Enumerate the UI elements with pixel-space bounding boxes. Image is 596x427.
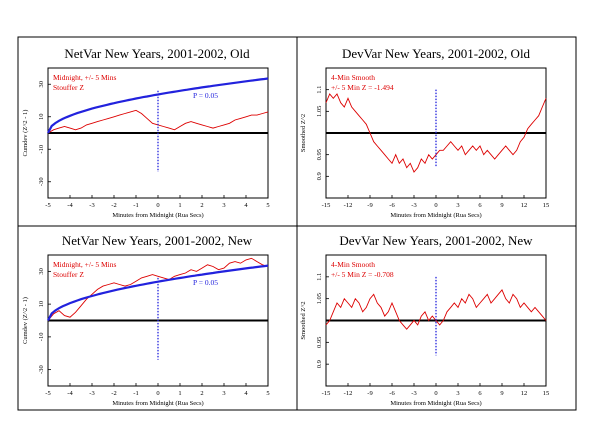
x-tick-label: 6 — [478, 202, 482, 209]
x-tick-label: 1 — [178, 390, 181, 397]
x-tick-label: 3 — [222, 390, 225, 397]
annotation-text: Stouffer Z — [53, 270, 84, 279]
x-tick-label: 12 — [521, 390, 528, 397]
x-tick-label: 4 — [244, 202, 248, 209]
x-tick-label: 3 — [456, 390, 459, 397]
y-tick-label: -30 — [38, 177, 45, 186]
chart-title: DevVar New Years, 2001-2002, Old — [342, 46, 531, 61]
chart-title: NetVar New Years, 2001-2002, New — [62, 233, 253, 248]
chart-panel-4: DevVar New Years, 2001-2002, New -15 -12 -9… — [300, 233, 549, 407]
x-tick-label: 3 — [456, 202, 459, 209]
x-tick-label: -12 — [344, 202, 353, 209]
x-tick-label: -12 — [344, 390, 353, 397]
y-tick-label: 1.05 — [316, 293, 323, 304]
p-value-label: P = 0.05 — [193, 278, 218, 287]
x-tick-label: -9 — [367, 202, 372, 209]
y-tick-label: 0.9 — [316, 172, 323, 180]
x-axis-label: Minutes from Midnight (Rua Secs) — [112, 400, 203, 407]
x-tick-label: 3 — [222, 202, 225, 209]
x-tick-label: -2 — [111, 390, 116, 397]
annotation-text: Midnight, +/- 5 Mins — [53, 73, 116, 82]
y-axis-label: Smoothed Z^2 — [300, 301, 307, 339]
y-tick-label: 1.1 — [316, 86, 323, 94]
annotation-text: +/- 5 Min Z = -0.708 — [331, 270, 394, 279]
x-tick-label: -5 — [45, 202, 50, 209]
x-tick-label: 2 — [200, 202, 203, 209]
data-series-line — [325, 289, 547, 330]
x-tick-label: 9 — [500, 202, 503, 209]
chart-title: DevVar New Years, 2001-2002, New — [339, 233, 533, 248]
x-tick-label: 12 — [521, 202, 528, 209]
x-tick-label: 5 — [266, 202, 269, 209]
annotation-text: 4-Min Smooth — [331, 260, 375, 269]
x-tick-label: -1 — [133, 202, 138, 209]
x-axis-label: Minutes from Midnight (Rua Secs) — [390, 400, 481, 407]
x-axis-label: Minutes from Midnight (Rua Secs) — [390, 212, 481, 219]
y-tick-label: 0.95 — [316, 149, 323, 160]
x-tick-label: -6 — [389, 202, 395, 209]
y-axis-label: Cumdev (Z^2 - 1) — [22, 110, 29, 157]
x-tick-label: 15 — [543, 202, 550, 209]
y-tick-label: 1.05 — [316, 106, 323, 117]
x-tick-label: -4 — [67, 202, 73, 209]
x-tick-label: 0 — [156, 202, 159, 209]
x-tick-label: 9 — [500, 390, 503, 397]
y-tick-label: 10 — [38, 301, 45, 308]
chart-panel-2: DevVar New Years, 2001-2002, Old -15 -12 -9… — [300, 46, 549, 219]
y-tick-label: 0.95 — [316, 337, 323, 348]
y-tick-label: 1.1 — [316, 273, 323, 281]
annotation-text: Stouffer Z — [53, 83, 84, 92]
y-tick-label: -10 — [38, 145, 45, 154]
x-tick-label: 1 — [178, 202, 181, 209]
x-tick-label: 5 — [266, 390, 269, 397]
y-axis-label: Smoothed Z^2 — [300, 114, 307, 152]
y-tick-label: 30 — [38, 81, 45, 88]
x-tick-label: 0 — [434, 390, 437, 397]
y-tick-label: 10 — [38, 114, 45, 121]
y-tick-label: -10 — [38, 333, 45, 342]
x-tick-label: 0 — [434, 202, 437, 209]
x-tick-label: 0 — [156, 390, 159, 397]
x-tick-label: -3 — [411, 390, 416, 397]
x-tick-label: 2 — [200, 390, 203, 397]
x-tick-label: 6 — [478, 390, 482, 397]
y-tick-label: 0.9 — [316, 360, 323, 368]
annotation-text: Midnight, +/- 5 Mins — [53, 260, 116, 269]
x-tick-label: 4 — [244, 390, 248, 397]
y-tick-label: -30 — [38, 365, 45, 374]
x-tick-label: -15 — [322, 202, 331, 209]
x-tick-label: -3 — [89, 390, 94, 397]
y-tick-label: 30 — [38, 268, 45, 275]
x-tick-label: -3 — [411, 202, 416, 209]
chart-panel-1: NetVar New Years, 2001-2002, Old -5 -4 -3 -2… — [22, 46, 270, 219]
x-tick-label: -5 — [45, 390, 50, 397]
data-series-line — [47, 257, 269, 321]
p-value-label: P = 0.05 — [193, 91, 218, 100]
x-tick-label: -1 — [133, 390, 138, 397]
annotation-text: +/- 5 Min Z = -1.494 — [331, 83, 394, 92]
chart-title: NetVar New Years, 2001-2002, Old — [64, 46, 250, 61]
chart-panel-3: NetVar New Years, 2001-2002, New -5 -4 -3 -2… — [22, 233, 270, 407]
x-tick-label: -9 — [367, 390, 372, 397]
data-series-line — [325, 93, 547, 173]
x-tick-label: -4 — [67, 390, 73, 397]
x-axis-label: Minutes from Midnight (Rua Secs) — [112, 212, 203, 219]
x-tick-label: -3 — [89, 202, 94, 209]
x-tick-label: -2 — [111, 202, 116, 209]
y-axis-label: Cumdev (Z^2 - 1) — [22, 297, 29, 344]
x-tick-label: 15 — [543, 390, 550, 397]
x-tick-label: -15 — [322, 390, 331, 397]
annotation-text: 4-Min Smooth — [331, 73, 375, 82]
x-tick-label: -6 — [389, 390, 395, 397]
